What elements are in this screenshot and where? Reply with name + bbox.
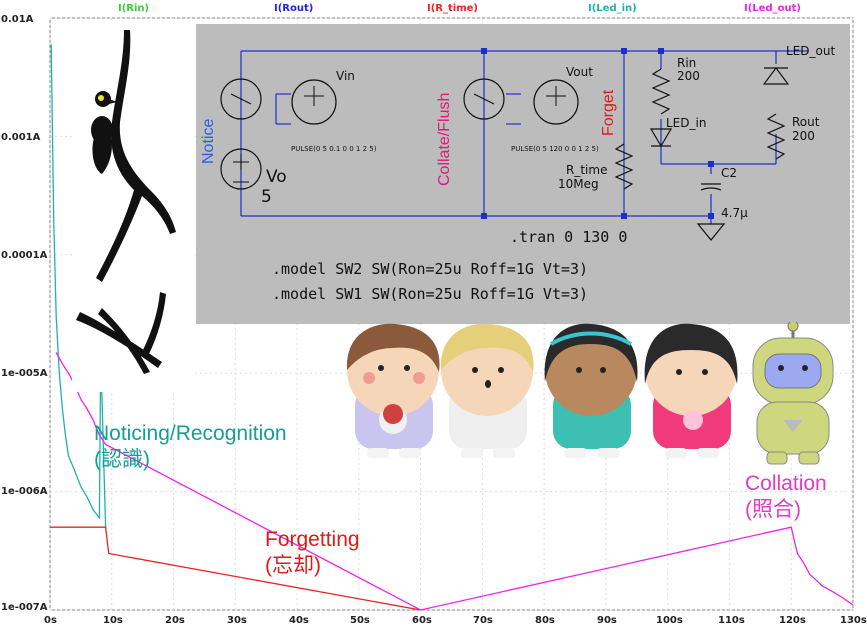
forgetting-annotation: Forgetting (忘却) [265, 527, 360, 579]
y-tick: 0.001A [1, 132, 41, 143]
rin-name-label: Rin [677, 56, 697, 70]
tran-directive: .tran 0 130 0 [510, 228, 628, 246]
characters-illustration [346, 322, 834, 465]
legend-i-rout[interactable]: I(Rout) [274, 3, 314, 14]
led-out-label: LED_out [786, 44, 836, 58]
c2-name-label: C2 [721, 166, 738, 180]
rout-value-label: 200 [792, 129, 815, 143]
character-4 [644, 323, 738, 458]
rin-value-label: 200 [677, 69, 700, 83]
x-tick: 20s [165, 615, 185, 626]
x-tick: 0s [44, 615, 57, 626]
character-5-robot [752, 322, 834, 465]
x-tick: 60s [412, 615, 432, 626]
x-tick: 40s [289, 615, 309, 626]
led-in-label: LED_in [666, 116, 707, 130]
vin-label: Vin [336, 69, 355, 83]
y-tick: 0.01A [1, 14, 34, 25]
character-1 [346, 323, 440, 458]
forget-label: Forget [600, 89, 617, 136]
collation-kanji: (照合) [745, 498, 801, 521]
rtime-name-label: R_time [566, 163, 608, 177]
x-tick: 120s [779, 615, 806, 626]
vout-label: Vout [566, 65, 593, 79]
pulse-vout-label: PULSE(0 5 120 0 0 1 2 5) [511, 145, 599, 153]
noticing-annotation: Noticing/Recognition (認識) [94, 421, 287, 473]
legend-i-led-out[interactable]: I(Led_out) [744, 3, 801, 14]
model-sw2-directive: .model SW2 SW(Ron=25u Roff=1G Vt=3) [272, 260, 589, 278]
series-line-i-r-time [50, 526, 421, 611]
y-tick: 1e-007A [1, 602, 48, 613]
bird-on-branch-illustration [72, 22, 192, 392]
pulse-vin-label: PULSE(0 5 0.1 0 0 1 2 5) [291, 145, 377, 153]
series-line-i-led-in [50, 44, 107, 528]
x-tick: 80s [535, 615, 555, 626]
notice-label: Notice [200, 118, 217, 164]
legend-i-r-time[interactable]: I(R_time) [427, 3, 478, 14]
x-tick: 90s [597, 615, 617, 626]
x-tick: 70s [473, 615, 493, 626]
y-tick: 1e-006A [1, 486, 48, 497]
x-tick: 110s [718, 615, 745, 626]
character-3 [544, 323, 638, 458]
vo-value-label: 5 [261, 187, 272, 207]
noticing-kanji: (認識) [94, 448, 150, 471]
y-tick: 1e-005A [1, 368, 48, 379]
collation-title: Collation [745, 472, 827, 495]
collate-flush-label: Collate/Flush [436, 92, 453, 186]
x-tick: 130s [840, 615, 867, 626]
c2-value-label: 4.7µ [721, 206, 748, 220]
forgetting-title: Forgetting [265, 528, 360, 551]
model-sw1-directive: .model SW1 SW(Ron=25u Roff=1G Vt=3) [272, 285, 589, 303]
x-tick: 10s [103, 615, 123, 626]
legend-i-led-in[interactable]: I(Led_in) [588, 3, 637, 14]
x-tick: 50s [350, 615, 370, 626]
character-2 [440, 323, 534, 458]
legend-i-rin[interactable]: I(Rin) [118, 3, 150, 14]
forgetting-kanji: (忘却) [265, 554, 321, 577]
rtime-value-label: 10Meg [558, 177, 599, 191]
y-tick: 0.0001A [1, 250, 48, 261]
collation-annotation: Collation (照合) [745, 471, 827, 523]
x-tick: 30s [227, 615, 247, 626]
schematic-panel: Vin Vout PULSE(0 5 0.1 0 0 1 2 5) PULSE(… [196, 24, 850, 324]
noticing-title: Noticing/Recognition [94, 422, 287, 445]
schematic-wires [220, 48, 808, 241]
x-tick: 100s [656, 615, 683, 626]
rout-name-label: Rout [792, 115, 820, 129]
vo-name-label: Vo [266, 167, 287, 187]
